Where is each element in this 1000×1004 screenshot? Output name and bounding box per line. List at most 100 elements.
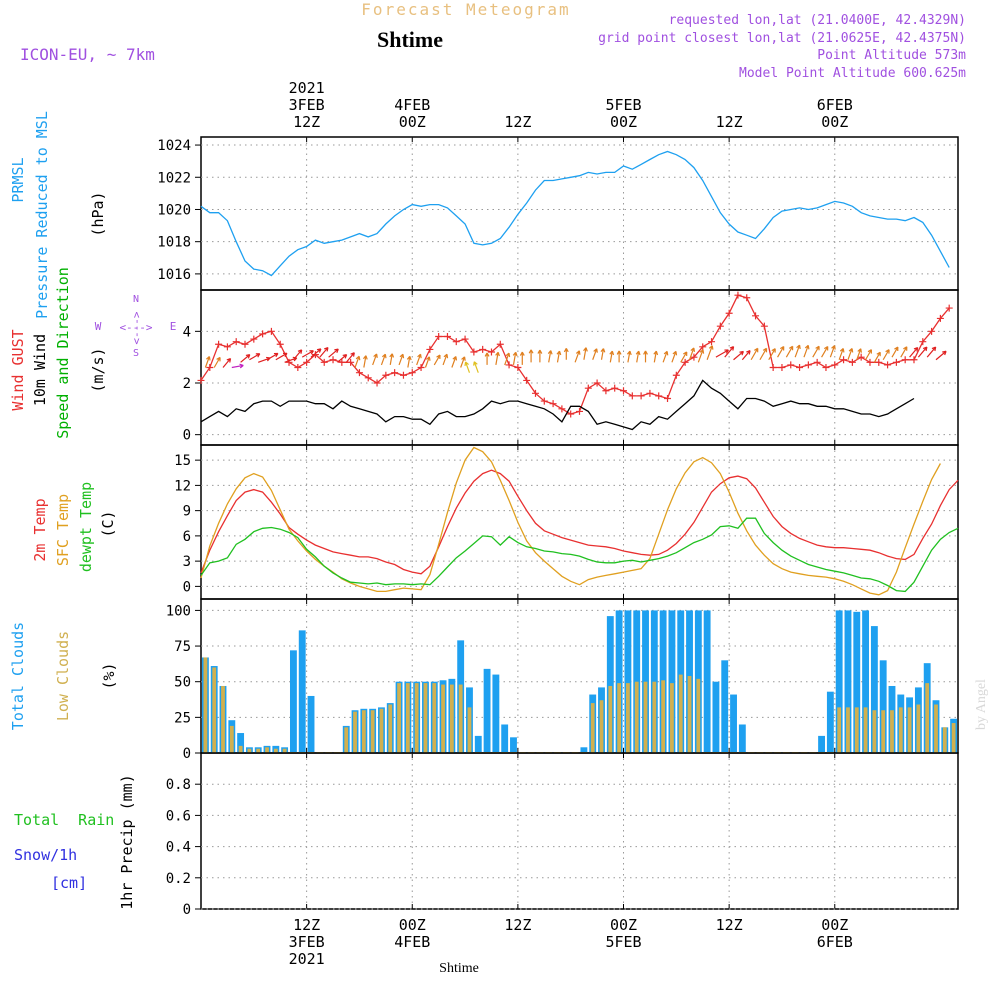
top-time-label: 12Z — [504, 113, 531, 131]
y-tick-label: 4 — [183, 324, 191, 340]
bar-low — [423, 683, 428, 753]
panel-frame — [200, 444, 959, 600]
bar-total — [501, 724, 509, 753]
pressure-unit-label: (hPa) — [89, 191, 107, 236]
wind-direction-arrow — [926, 346, 937, 358]
gust-point — [584, 384, 592, 392]
y-tick-label: 1020 — [157, 202, 191, 218]
bar-low — [379, 708, 384, 753]
gust-point — [549, 400, 557, 408]
wind-direction-arrow — [519, 351, 525, 365]
bottom-time-label: 3FEB — [289, 933, 325, 951]
top-time-label: 00Z — [821, 113, 848, 131]
gust-point — [804, 361, 812, 369]
wind-direction-arrow — [733, 350, 744, 361]
y-tick-label: 1024 — [157, 138, 191, 154]
wind-direction-arrow — [451, 356, 458, 368]
bar-low — [634, 681, 639, 753]
y-tick-label: 0 — [183, 746, 191, 762]
wind-direction-arrow — [484, 352, 490, 365]
gust-point — [769, 364, 777, 371]
compass-ns-arrow: <---> — [130, 311, 143, 344]
gust-point — [347, 358, 355, 366]
wind-direction-arrow — [556, 350, 562, 363]
wind-direction-arrow — [460, 356, 466, 368]
bar-low — [898, 707, 903, 753]
gust-point — [364, 374, 372, 382]
gust-point — [496, 340, 504, 348]
gust-point — [901, 356, 909, 364]
y-tick-label: 0 — [183, 579, 191, 595]
wind-direction-arrow — [935, 350, 947, 361]
wind-direction-arrow — [345, 352, 355, 363]
compass-n: N — [133, 294, 139, 305]
wind-direction-arrow — [812, 345, 820, 358]
y-tick-label: 15 — [174, 453, 191, 469]
bar-low — [643, 681, 648, 753]
wind-direction-arrow — [653, 350, 659, 363]
y-tick-label: 0.2 — [166, 871, 191, 887]
gust-point — [338, 358, 346, 366]
wind-direction-arrow — [433, 354, 441, 366]
bar-low — [265, 747, 269, 753]
rain-label: Total Rain — [14, 811, 114, 829]
gust-point — [672, 371, 680, 379]
gust-point — [936, 314, 944, 322]
gust-point — [232, 338, 240, 346]
gust-point — [866, 358, 874, 366]
gust-point — [752, 312, 760, 320]
gust-point — [461, 335, 469, 343]
wind-direction-arrow — [442, 353, 449, 366]
bar-low — [854, 707, 859, 753]
wind-direction-arrow — [249, 353, 261, 361]
gust-point — [655, 392, 663, 400]
gust-point — [259, 330, 267, 338]
wind-direction-arrow — [759, 347, 768, 361]
bar-low — [925, 683, 930, 753]
y-tick-label: 0.4 — [166, 840, 191, 856]
bottom-time-label: 00Z — [610, 916, 637, 934]
gust-point — [487, 348, 495, 356]
bar-low — [370, 710, 375, 753]
panel-clouds: 0 25 50 75 100 — [166, 598, 959, 762]
gust-point — [734, 291, 742, 299]
panel-frame — [200, 289, 959, 446]
gust-point — [840, 356, 848, 364]
wind-direction-arrow — [504, 352, 511, 366]
wind-direction-arrow — [547, 350, 553, 363]
bar-low — [203, 657, 208, 753]
wind-direction-arrow — [406, 355, 412, 368]
wind-direction-arrow — [715, 349, 729, 358]
bar-low — [388, 704, 393, 753]
bar-total — [730, 694, 737, 753]
location-title: Shtime — [377, 27, 443, 52]
wind-direction-arrow — [750, 347, 759, 361]
bar-low — [467, 707, 472, 753]
bar-low — [212, 667, 217, 753]
gust-point — [831, 361, 839, 369]
bottom-time-label: 12Z — [293, 916, 320, 934]
series-prmsl-line — [200, 150, 950, 277]
wind-direction-arrow — [310, 348, 322, 358]
bar-total — [835, 610, 843, 753]
wind-direction-arrow — [473, 361, 479, 373]
top-time-label: 3FEB — [289, 96, 325, 114]
series-sfc-line — [200, 446, 941, 596]
compass-s: S — [133, 348, 139, 359]
wind-direction-arrow — [240, 354, 251, 363]
top-time-label: 00Z — [610, 113, 637, 131]
requested-coords: requested lon,lat (21.0400E, 42.4329N) — [669, 13, 966, 28]
wind-direction-arrow — [528, 349, 534, 363]
bottom-time-label: 2021 — [289, 950, 325, 968]
bar-total — [879, 660, 887, 753]
gust-point — [435, 333, 443, 340]
gust-point — [215, 340, 223, 348]
gust-point — [681, 358, 689, 366]
bar-low — [608, 685, 613, 753]
gust-point — [716, 322, 724, 330]
compass-w: W — [95, 320, 102, 333]
gust-point — [505, 361, 513, 369]
top-time-label: 2021 — [289, 79, 325, 97]
y-tick-label: 12 — [174, 478, 191, 494]
